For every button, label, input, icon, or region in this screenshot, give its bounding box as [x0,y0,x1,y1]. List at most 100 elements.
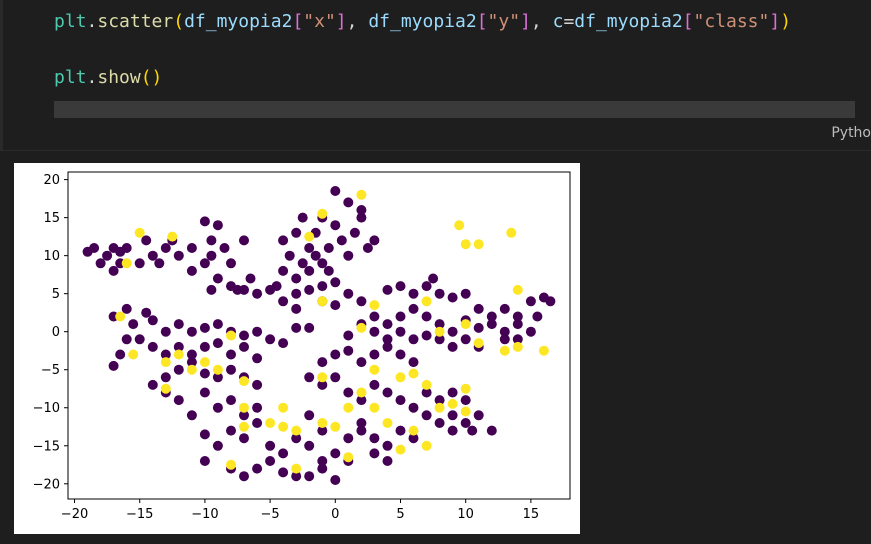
scatter-point-class-1 [369,364,380,375]
scatter-point-class-0 [278,235,289,246]
code-token: df_myopia2 [368,11,477,32]
scatter-point-class-1 [408,368,419,379]
code-line[interactable]: plt.show() [54,64,791,92]
scatter-point-class-0 [343,387,354,398]
code-line[interactable]: plt.scatter(df_myopia2["x"], df_myopia2[… [54,8,791,36]
scatter-point-class-0 [460,418,471,428]
scatter-point-class-0 [134,334,145,345]
code-token: [ [476,11,488,32]
scatter-point-class-0 [330,186,341,196]
scatter-point-class-0 [356,357,367,368]
code-editor[interactable]: plt.scatter(df_myopia2["x"], df_myopia2[… [54,8,791,92]
scatter-point-class-0 [212,319,223,330]
scatter-point-class-1 [538,345,549,356]
scatter-point-class-1 [304,231,315,242]
scatter-point-class-0 [284,250,295,261]
scatter-point-class-0 [343,345,354,356]
scatter-point-class-1 [460,319,471,330]
cell-output-plot: −20 −15 −10 −5 0 5 10 15 −20 −15 −10 −5 0 5 10 15 20 [14,163,580,534]
scatter-point-class-0 [199,258,210,269]
scatter-point-class-1 [447,398,458,409]
x-tick-label: −15 [126,507,153,522]
scatter-point-class-0 [147,379,158,390]
y-tick-label: 15 [43,211,60,226]
scatter-point-class-0 [245,273,256,284]
cell-language-label[interactable]: Pytho [831,125,871,141]
scatter-point-class-0 [304,372,315,383]
scatter-point-class-1 [369,300,380,311]
scatter-point-class-0 [141,235,152,246]
scatter-point-class-0 [291,227,302,238]
scatter-point-class-1 [343,452,354,463]
scatter-point-class-1 [330,421,341,432]
scatter-point-class-0 [199,368,210,379]
scatter-point-class-0 [199,456,210,466]
scatter-point-class-0 [304,471,315,482]
scatter-point-class-0 [160,326,171,337]
scatter-point-class-0 [473,303,484,314]
scatter-point-class-1 [473,338,484,349]
scatter-point-class-0 [278,296,289,307]
scatter-point-class-0 [199,216,210,227]
scatter-point-class-0 [395,311,406,322]
scatter-point-class-0 [317,425,328,436]
scatter-point-class-0 [382,284,393,295]
scatter-point-class-0 [212,220,223,231]
scatter-point-class-0 [108,265,119,276]
scatter-point-class-0 [421,281,432,292]
scatter-point-class-1 [134,227,145,238]
scatter-point-class-1 [369,402,380,413]
scatter-point-class-0 [356,395,367,406]
y-tick-label: 10 [43,249,60,264]
x-tick-label: −5 [261,507,280,522]
scatter-point-class-0 [291,433,302,444]
scatter-point-class-0 [147,250,158,261]
scatter-point-class-0 [278,265,289,276]
scatter-point-class-1 [226,459,236,470]
scatter-point-class-0 [199,341,210,352]
scatter-point-class-0 [89,243,100,253]
scatter-point-class-0 [278,448,289,459]
scatter-point-class-0 [356,296,367,307]
scatter-point-class-1 [460,406,471,417]
code-line[interactable] [54,36,791,64]
scatter-point-class-0 [186,265,197,276]
code-token: plt [54,11,87,32]
y-tick-label: 20 [43,173,60,188]
scatter-point-class-0 [265,456,276,466]
scatter-point-class-1 [317,296,328,307]
scatter-point-class-0 [343,288,354,299]
editor-current-line[interactable] [54,101,855,118]
code-token: "x" [303,11,336,32]
scatter-point-class-1 [160,357,171,368]
scatter-point-class-1 [499,345,510,356]
scatter-point-class-1 [278,421,289,432]
scatter-point-class-0 [330,372,341,383]
scatter-point-class-1 [212,364,223,375]
scatter-point-class-1 [395,444,406,455]
scatter-point-class-1 [408,425,419,436]
scatter-point-class-0 [304,284,315,295]
y-tick-label: −10 [33,401,60,416]
scatter-point-class-0 [382,341,393,352]
notebook-code-cell[interactable]: plt.scatter(df_myopia2["x"], df_myopia2[… [0,0,871,151]
scatter-point-class-0 [199,322,210,333]
scatter-point-class-0 [343,197,354,208]
scatter-point-class-0 [343,250,354,261]
scatter-point-class-1 [317,418,328,428]
scatter-point-class-0 [173,250,184,261]
scatter-point-class-0 [447,425,458,436]
scatter-point-class-0 [499,303,510,314]
scatter-point-class-0 [486,319,497,330]
scatter-point-class-1 [356,387,367,398]
x-axis-ticks: −20 −15 −10 −5 0 5 10 15 [61,499,539,522]
scatter-point-class-1 [160,383,171,394]
scatter-point-class-0 [434,418,445,428]
scatter-point-class-1 [115,311,126,322]
scatter-point-class-0 [252,353,263,364]
code-token: . [86,67,98,88]
scatter-point-class-0 [160,243,171,253]
scatter-point-class-0 [545,296,556,307]
scatter-point-class-1 [291,463,302,474]
scatter-point-class-0 [199,387,210,398]
